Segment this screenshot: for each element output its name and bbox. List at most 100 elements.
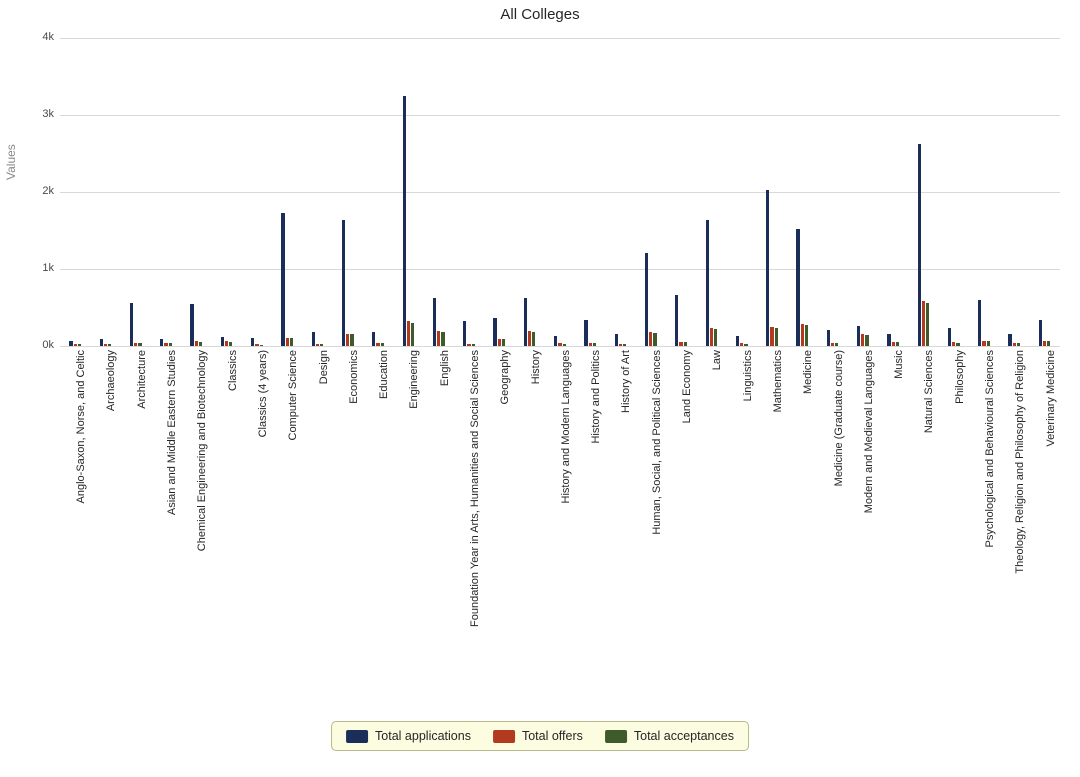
bar [653,333,656,346]
bar-group [675,38,688,346]
bar-group [463,38,476,346]
x-axis-label: History [530,350,542,384]
x-axis-label: Theology, Religion and Philosophy of Rel… [1014,350,1026,574]
bar [896,342,899,346]
bar-category [545,38,575,346]
bar [827,330,830,346]
legend-swatch [605,730,627,743]
bar [589,343,592,346]
bar [948,328,951,346]
bar-group [857,38,870,346]
bar [736,336,739,346]
bar [472,344,475,346]
bar [346,334,349,346]
x-axis-label: Education [378,350,390,399]
bar [138,343,141,346]
bar [467,344,470,346]
bar-group [220,38,233,346]
bar-group [372,38,385,346]
x-axis-label: Psychological and Behavioural Sciences [984,350,996,548]
legend-swatch [346,730,368,743]
bar [623,344,626,346]
bar [225,341,228,346]
bar-group [99,38,112,346]
x-axis-label: Philosophy [954,350,966,404]
bar [104,344,107,346]
bar-category [60,38,90,346]
bar [865,335,868,346]
bar [710,328,713,346]
bar-category [666,38,696,346]
bar [892,342,895,346]
x-axis-label: Land Economy [681,350,693,423]
bar-category [999,38,1029,346]
x-axis-label: Economics [348,350,360,404]
legend-item: Total applications [346,729,471,743]
bar [987,341,990,346]
bars-row [60,38,1060,346]
bar [918,144,921,347]
bar-group [190,38,203,346]
bar [615,334,618,346]
bar [411,323,414,346]
bar [316,344,319,346]
bar [433,298,436,347]
bar [524,298,527,346]
bar [1039,320,1042,346]
bar-group [402,38,415,346]
x-axis-label: Foundation Year in Arts, Humanities and … [469,350,481,627]
bar [108,344,111,346]
bar [645,253,648,346]
legend: Total applications Total offers Total acce… [331,721,749,751]
bar-category [484,38,514,346]
bar [290,338,293,346]
bar [805,325,808,346]
bar [350,334,353,346]
x-axis-label: Anglo-Saxon, Norse, and Celtic [75,350,87,503]
bar [593,343,596,346]
bar [1013,343,1016,346]
bar [563,344,566,346]
bar [679,342,682,346]
legend-label: Total offers [522,729,583,743]
bar [926,303,929,346]
y-tick-label: 2k [24,185,54,197]
bar [861,334,864,346]
bar [281,213,284,346]
bar [100,339,103,346]
bar-group [160,38,173,346]
x-axis-label: History and Modern Languages [560,350,572,503]
bar-category [181,38,211,346]
bar [528,331,531,346]
bar-category [787,38,817,346]
x-axis-label: History and Politics [590,350,602,444]
bar [675,295,678,346]
bar [706,220,709,346]
bar-category [939,38,969,346]
x-axis-label: Human, Social, and Political Sciences [651,350,663,535]
bar-category [514,38,544,346]
y-tick-label: 0k [24,339,54,351]
bar [684,342,687,346]
x-axis-label: Medicine (Graduate course) [833,350,845,486]
bar-group [1008,38,1021,346]
bar [407,321,410,346]
legend-item: Total acceptances [605,729,734,743]
bar-group [1038,38,1051,346]
bar-category [121,38,151,346]
chart-container: All Colleges Values 0k1k2k3k4k Anglo-Sax… [0,0,1080,777]
x-axis-label: Natural Sciences [923,350,935,433]
bar-group [311,38,324,346]
bar-group [523,38,536,346]
bar-category [302,38,332,346]
bar-group [887,38,900,346]
bar [740,343,743,346]
bar [744,344,747,346]
gridline [60,346,1060,347]
bar-category [393,38,423,346]
bar-group [129,38,142,346]
bar-category [151,38,181,346]
x-axis-label: Chemical Engineering and Biotechnology [196,350,208,551]
bar [381,343,384,346]
bar [169,343,172,346]
